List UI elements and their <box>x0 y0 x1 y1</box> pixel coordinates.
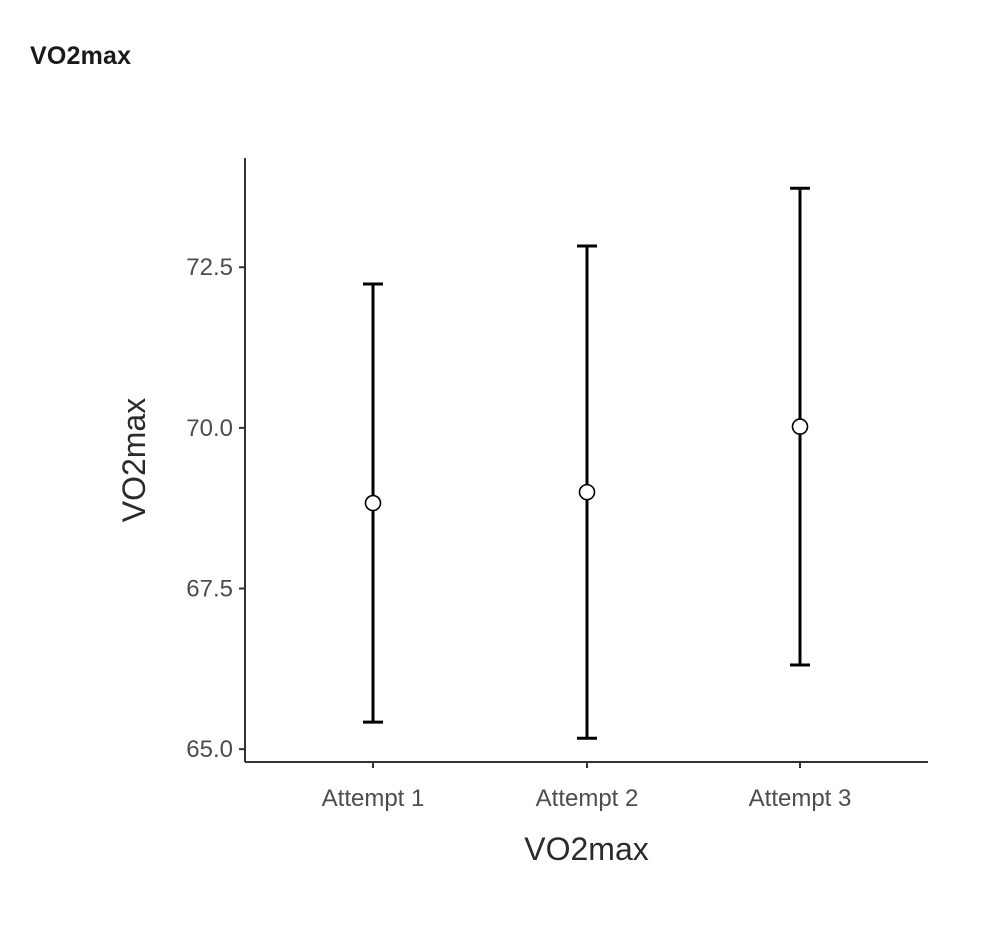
mean-point <box>364 494 382 512</box>
y-axis-ticks: 65.0 67.5 70.0 72.5 <box>186 254 245 763</box>
mean-point <box>578 483 596 501</box>
error-bar-series <box>363 186 810 740</box>
y-tick-label: 65.0 <box>186 736 233 763</box>
error-bar-group <box>363 282 383 724</box>
error-bar-group <box>790 186 810 667</box>
x-tick-label: Attempt 2 <box>536 785 639 812</box>
y-axis-title: VO2max <box>116 398 152 522</box>
mean-point <box>791 418 809 435</box>
y-tick-label: 72.5 <box>186 254 233 281</box>
y-tick-label: 70.0 <box>186 415 233 442</box>
x-tick-label: Attempt 3 <box>749 785 852 812</box>
error-bar-group <box>577 244 597 740</box>
x-axis-title: VO2max <box>524 831 648 867</box>
x-axis-ticks: Attempt 1 Attempt 2 Attempt 3 <box>322 762 852 812</box>
x-tick-label: Attempt 1 <box>322 785 425 812</box>
y-tick-label: 67.5 <box>186 576 233 603</box>
page-title: VO2max <box>30 42 132 70</box>
